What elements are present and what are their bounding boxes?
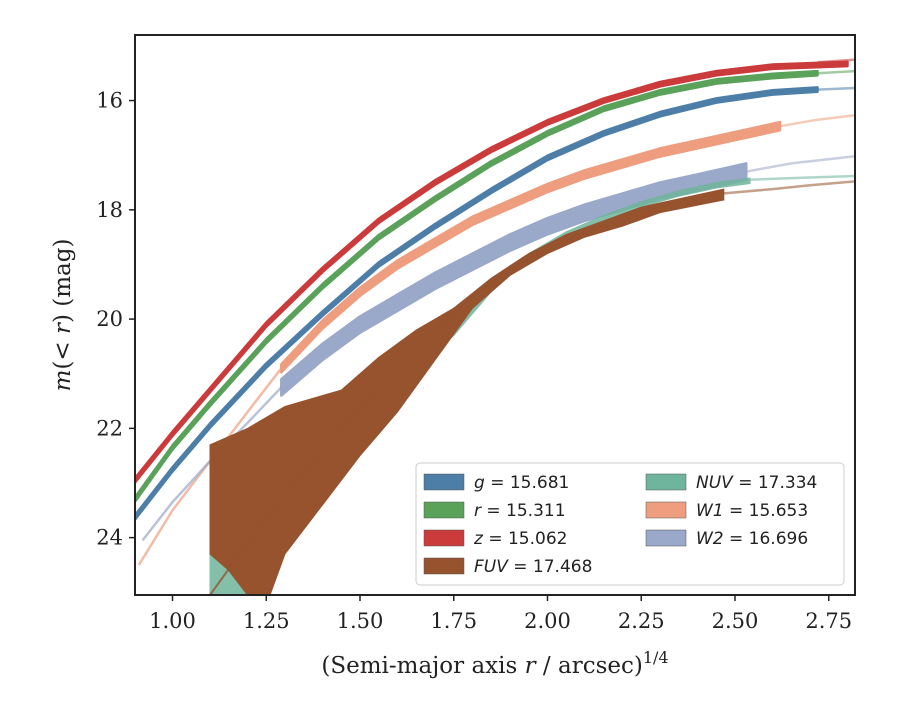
y-tick-label-4: 24 (96, 526, 123, 550)
legend-swatch-g (423, 473, 465, 491)
legend-entry-fuv: FUV = 17.468 (423, 557, 592, 577)
legend-label-fuv: FUV = 17.468 (474, 557, 592, 577)
x-tick-label-0: 1.00 (149, 609, 196, 633)
legend-entry-w1: W1 = 15.653 (645, 501, 808, 521)
plot-frame (134, 34, 856, 596)
y-tick-label-0: 16 (96, 89, 123, 113)
series-g (135, 86, 855, 521)
series-layer (135, 58, 855, 595)
x-axis-label-var: r (525, 653, 538, 679)
x-tick-label-5: 2.25 (618, 609, 665, 633)
legend-label-w2: W2 = 16.696 (696, 529, 808, 549)
series-fuv-band (209, 188, 725, 595)
series-nuv-extension (749, 174, 855, 182)
x-axis-label-sup: 1/4 (643, 648, 669, 667)
legend-label-g: g = 15.681 (474, 473, 569, 493)
ticks-layer: 1.00 1.25 1.50 1.75 2.00 2.25 2.50 2.75 16 18 20 22… (96, 89, 852, 633)
legend-entry-g: g = 15.681 (423, 473, 569, 493)
legend: g = 15.681 r = 15.311 z = 15.062 FUV = 17.4… (415, 462, 845, 586)
y-tick-label-3: 22 (96, 416, 123, 440)
legend-swatch-nuv (645, 473, 687, 491)
legend-box (415, 462, 845, 586)
legend-swatch-r (423, 501, 465, 519)
series-fuv-inner-curve (209, 247, 549, 595)
legend-swatch-w1 (645, 501, 687, 519)
y-tick-label-2: 20 (96, 307, 123, 331)
legend-swatch-fuv (423, 557, 465, 575)
series-fuv-extension (723, 180, 855, 195)
x-axis-label: (Semi-major axis r / arcsec)1/4 (321, 648, 668, 679)
series-z (135, 58, 855, 484)
y-axis-label: m(< r) (mag) (50, 239, 76, 392)
series-r-extension (817, 69, 855, 75)
legend-label-nuv: NUV = 17.334 (696, 473, 817, 493)
series-g-band (135, 86, 819, 521)
x-tick-label-1: 1.25 (243, 609, 290, 633)
legend-label-z: z = 15.062 (473, 529, 567, 549)
x-tick-label-2: 1.50 (337, 609, 384, 633)
y-axis-label-rest: ) (mag) (50, 239, 76, 323)
x-tick-label-3: 1.75 (430, 609, 477, 633)
x-tick-label-7: 2.75 (805, 609, 852, 633)
y-axis-label-var: m (50, 370, 76, 392)
series-r-band (135, 69, 819, 503)
series-z-band (135, 60, 849, 484)
series-w1-band (280, 120, 782, 374)
x-axis-label-rest: / arcsec) (536, 653, 643, 679)
legend-entry-w2: W2 = 16.696 (645, 529, 808, 549)
x-tick-label-6: 2.50 (712, 609, 759, 633)
x-tick-label-4: 2.00 (524, 609, 571, 633)
legend-entry-nuv: NUV = 17.334 (645, 473, 817, 493)
series-w1-extension (779, 114, 855, 128)
x-axis-label-text: (Semi-major axis (321, 653, 524, 679)
legend-entry-z: z = 15.062 (423, 529, 567, 549)
series-w2-extension (746, 155, 855, 173)
legend-swatch-w2 (645, 529, 687, 547)
series-g-extension (817, 86, 855, 91)
legend-swatch-z (423, 529, 465, 547)
y-tick-label-1: 18 (96, 198, 123, 222)
y-axis-label-open: ( (50, 361, 76, 370)
legend-label-r: r = 15.311 (474, 501, 566, 521)
series-fuv (209, 180, 855, 595)
legend-entry-r: r = 15.311 (423, 501, 566, 521)
legend-label-w1: W1 = 15.653 (696, 501, 808, 521)
y-axis-label-inner: < r (50, 321, 76, 361)
series-r (135, 69, 855, 503)
